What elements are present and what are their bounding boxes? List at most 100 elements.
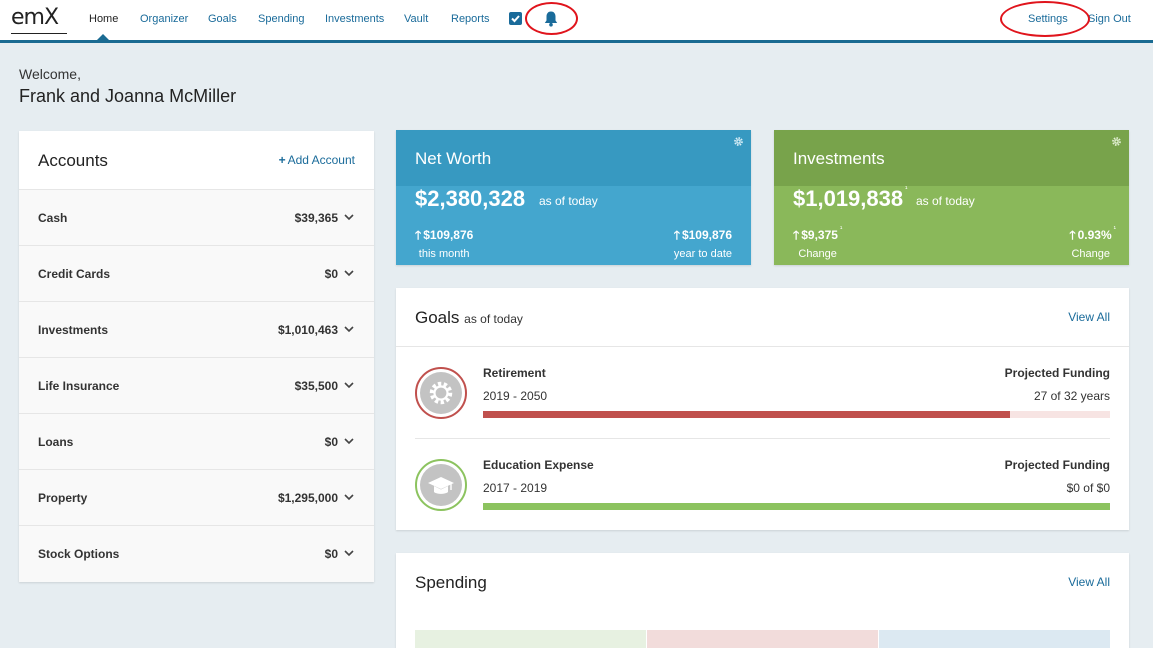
goal-icon-ring bbox=[415, 459, 467, 511]
net-worth-header: Net Worth bbox=[396, 130, 751, 186]
gear-icon bbox=[420, 372, 462, 414]
checklist-icon[interactable] bbox=[509, 12, 522, 25]
goal-name: Retirement bbox=[483, 366, 546, 380]
footnote-marker: ¹ bbox=[839, 226, 843, 233]
account-value: $0 bbox=[324, 547, 338, 561]
account-label: Loans bbox=[38, 435, 74, 449]
net-worth-month-stat: 🡑 $109,876 this month bbox=[415, 226, 473, 260]
account-label: Cash bbox=[38, 211, 68, 225]
arrow-up-icon: 🡑 bbox=[673, 228, 680, 242]
projected-funding-label: Projected Funding bbox=[1004, 366, 1110, 380]
footnote-marker: ¹ bbox=[905, 186, 908, 193]
account-row-property[interactable]: Property $1,295,000 bbox=[19, 470, 374, 526]
account-row-stock-options[interactable]: Stock Options $0 bbox=[19, 526, 374, 582]
goals-view-all-link[interactable]: View All bbox=[1068, 310, 1110, 324]
investments-as-of: as of today bbox=[916, 194, 975, 208]
goal-progress-bar bbox=[483, 411, 1110, 418]
investments-change-stat: 🡑 $9,375 ¹ Change bbox=[793, 226, 842, 260]
gear-icon[interactable] bbox=[1111, 136, 1122, 147]
account-label: Life Insurance bbox=[38, 379, 120, 393]
goal-name: Education Expense bbox=[483, 458, 594, 472]
goal-progress-bar bbox=[483, 503, 1110, 510]
emx-logo[interactable]: emX bbox=[11, 6, 69, 34]
goal-divider bbox=[415, 438, 1110, 439]
goals-header: Goals as of today View All bbox=[396, 288, 1129, 347]
user-name: Frank and Joanna McMiller bbox=[19, 86, 237, 106]
investments-card[interactable]: Investments $1,019,838 ¹ as of today 🡑 $9,… bbox=[774, 130, 1129, 265]
investments-header: Investments bbox=[774, 130, 1129, 186]
accounts-card: Accounts + Add Account Cash $39,365 Credi… bbox=[19, 131, 374, 582]
investments-percent-stat: 🡑 0.93% ¹ Change bbox=[1069, 226, 1116, 260]
chevron-down-icon bbox=[344, 382, 354, 389]
ytd-change-label: year to date bbox=[673, 248, 732, 260]
nav-spending[interactable]: Spending bbox=[258, 13, 305, 25]
goal-retirement[interactable]: Retirement 2019 - 2050 Projected Funding… bbox=[415, 347, 1110, 437]
welcome-text: Welcome, bbox=[19, 66, 81, 82]
investments-percent-label: Change bbox=[1071, 248, 1110, 260]
month-change-value: $109,876 bbox=[423, 228, 474, 242]
investments-change-label: Change bbox=[798, 248, 837, 260]
account-row-investments[interactable]: Investments $1,010,463 bbox=[19, 302, 374, 358]
ytd-change-value: $109,876 bbox=[681, 228, 732, 242]
investments-amount: $1,019,838 ¹ bbox=[793, 186, 907, 212]
projected-funding-label: Projected Funding bbox=[1004, 458, 1110, 472]
bell-highlight-circle bbox=[525, 2, 578, 35]
settings-highlight-circle bbox=[1000, 1, 1090, 37]
account-row-life-insurance[interactable]: Life Insurance $35,500 bbox=[19, 358, 374, 414]
goals-as-of: as of today bbox=[464, 312, 523, 326]
account-value: $0 bbox=[324, 267, 338, 281]
nav-investments[interactable]: Investments bbox=[325, 13, 385, 25]
goals-title-text: Goals bbox=[415, 308, 460, 327]
account-value: $0 bbox=[324, 435, 338, 449]
nav-home[interactable]: Home bbox=[89, 13, 119, 25]
nav-vault[interactable]: Vault bbox=[404, 13, 429, 25]
account-value: $1,010,463 bbox=[277, 323, 338, 337]
net-worth-as-of: as of today bbox=[539, 194, 598, 208]
chevron-down-icon bbox=[344, 270, 354, 277]
goal-progress-fill bbox=[483, 503, 1110, 510]
accounts-title: Accounts bbox=[38, 151, 108, 170]
spending-card: Spending View All bbox=[396, 553, 1129, 648]
chevron-down-icon bbox=[344, 438, 354, 445]
arrow-up-icon: 🡑 bbox=[793, 228, 800, 242]
goals-title: Goals as of today bbox=[415, 308, 523, 328]
account-row-cash[interactable]: Cash $39,365 bbox=[19, 190, 374, 246]
investments-percent-value: 0.93% bbox=[1077, 228, 1112, 242]
goals-card: Goals as of today View All Retirement 20… bbox=[396, 288, 1129, 530]
logo-underline bbox=[11, 33, 67, 34]
footnote-marker: ¹ bbox=[1113, 226, 1116, 233]
chevron-down-icon bbox=[344, 214, 354, 221]
month-change-label: this month bbox=[418, 248, 470, 260]
account-value: $35,500 bbox=[294, 379, 338, 393]
account-label: Property bbox=[38, 491, 88, 505]
logo-text: emX bbox=[11, 5, 59, 30]
goal-education-expense[interactable]: Education Expense 2017 - 2019 Projected … bbox=[415, 439, 1110, 529]
account-row-loans[interactable]: Loans $0 bbox=[19, 414, 374, 470]
net-worth-card[interactable]: Net Worth $2,380,328 as of today 🡑 $109,8… bbox=[396, 130, 751, 265]
net-worth-amount: $2,380,328 bbox=[415, 186, 526, 211]
account-value: $39,365 bbox=[294, 211, 338, 225]
plus-icon: + bbox=[278, 153, 286, 167]
account-label: Stock Options bbox=[38, 547, 120, 561]
add-account-button[interactable]: + Add Account bbox=[279, 153, 355, 167]
nav-sign-out[interactable]: Sign Out bbox=[1088, 13, 1131, 25]
spending-view-all-link[interactable]: View All bbox=[1068, 575, 1110, 589]
gear-icon[interactable] bbox=[733, 136, 744, 147]
goal-status: $0 of $0 bbox=[1066, 481, 1110, 495]
add-account-label: Add Account bbox=[287, 153, 355, 167]
net-worth-ytd-stat: 🡑 $109,876 year to date bbox=[674, 226, 732, 260]
investments-change-value: $9,375 bbox=[801, 228, 838, 242]
chevron-down-icon bbox=[344, 550, 354, 557]
nav-organizer[interactable]: Organizer bbox=[140, 13, 189, 25]
nav-reports[interactable]: Reports bbox=[451, 13, 490, 25]
chevron-down-icon bbox=[344, 326, 354, 333]
goal-icon-ring bbox=[415, 367, 467, 419]
account-row-credit-cards[interactable]: Credit Cards $0 bbox=[19, 246, 374, 302]
account-label: Credit Cards bbox=[38, 267, 111, 281]
goal-progress-fill bbox=[483, 411, 1010, 418]
spending-title: Spending bbox=[415, 573, 487, 592]
investments-title: Investments bbox=[793, 149, 885, 168]
active-nav-indicator bbox=[97, 34, 109, 40]
goal-years: 2017 - 2019 bbox=[483, 481, 548, 495]
nav-goals[interactable]: Goals bbox=[208, 13, 237, 25]
